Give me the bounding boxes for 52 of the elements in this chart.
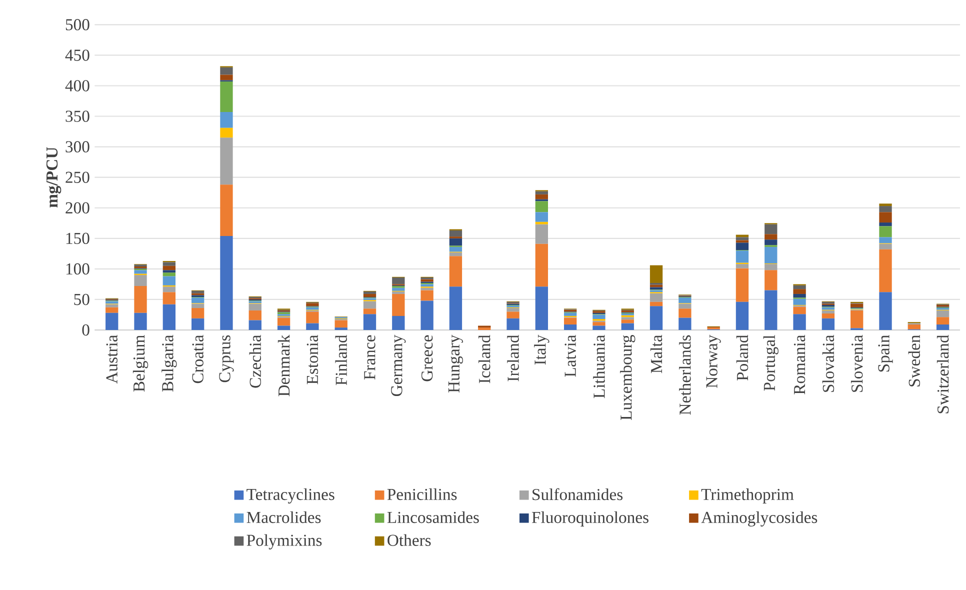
x-tick-label: Ireland [507,334,519,382]
y-tick-label: 100 [66,263,90,275]
y-tick-label: 500 [66,19,90,30]
x-tick-label: Netherlands [679,335,691,415]
x-tick-label: Czechia [249,334,261,388]
y-tick-label: 300 [66,141,90,152]
x-tick-label: Italy [534,334,550,365]
x-tick-label: Switzerland [936,334,949,414]
y-tick-label: 450 [65,50,90,61]
x-tick-label: Latvia [564,334,576,377]
x-tick-label: Austria [106,334,118,384]
x-tick-label: Lithuania [593,334,605,398]
x-tick-label: France [364,335,376,380]
legend-label: Polymixins [246,534,322,550]
x-tick-label: Cyprus [219,335,234,382]
y-tick-label: 400 [65,80,90,92]
y-tick-label: 200 [66,202,90,214]
legend-label: Macrolides [246,511,321,524]
legend-label: Lincosamides [387,511,479,524]
x-tick-label: Croatia [192,334,204,384]
x-tick-label: Slovakia [822,334,834,392]
x-tick-label: Hungary [448,334,463,393]
legend-label: Fluoroquinolones [532,511,648,526]
x-tick-label: Romania [794,334,806,394]
y-tick-label: 250 [66,172,90,183]
x-tick-label: Finland [335,334,347,386]
legend-label: Others [388,534,431,546]
x-tick-label: Norway [706,334,721,388]
y-tick-label: 0 [82,324,90,336]
legend-label: Tetracyclines [246,488,334,504]
x-tick-label: Poland [736,334,748,381]
legend-label: Trimethoprim [701,488,794,504]
y-tick-label: 150 [66,232,90,244]
x-tick-label: Greece [421,335,433,382]
x-tick-label: Germany [391,334,406,396]
x-tick-label: Spain [878,334,893,372]
legend-label: Penicillins [387,488,457,500]
x-tick-label: Malta [650,334,662,374]
x-tick-label: Belgium [132,334,148,392]
x-tick-label: Portugal [763,335,778,391]
x-tick-label: Denmark [278,334,290,396]
y-tick-label: 350 [66,110,90,122]
legend-label: Sulfonamides [532,488,623,500]
x-tick-label: Luxembourg [620,335,636,420]
x-tick-label: Iceland [478,334,490,384]
legend-label: Aminoglycosides [701,511,818,526]
x-tick-label: Bulgaria [162,334,177,392]
x-tick-label: Sweden [908,334,920,386]
y-axis-title: mg/PCU [46,147,62,208]
y-tick-label: 50 [74,294,90,306]
x-tick-label: Slovenia [850,334,863,392]
x-tick-label: Estonia [306,334,318,384]
